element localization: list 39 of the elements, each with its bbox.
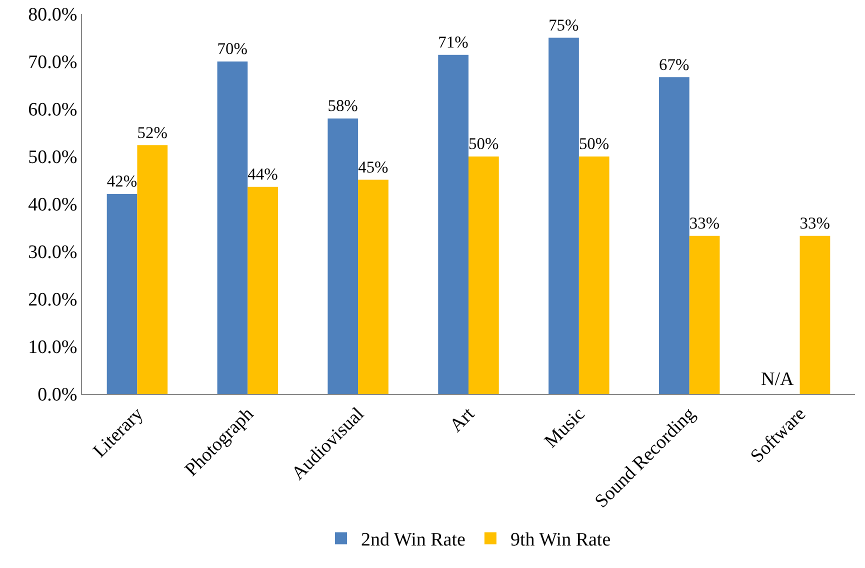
data-label: 45% <box>358 157 389 176</box>
data-label: 50% <box>468 134 499 154</box>
y-tick-label: 30.0% <box>28 242 78 264</box>
y-tick-label: 60.0% <box>28 100 78 121</box>
text: N/A <box>761 369 794 390</box>
data-label: 50% <box>578 134 610 154</box>
y-tick-label: 70.0% <box>28 52 78 74</box>
data-label: 44% <box>248 164 278 184</box>
bar <box>217 62 248 394</box>
data-label: 33% <box>800 213 830 232</box>
bar <box>658 77 690 394</box>
bar <box>438 54 468 394</box>
bar <box>800 236 830 394</box>
data-label: 70% <box>217 39 248 58</box>
y-tick-label: 50.0% <box>28 147 78 168</box>
bar <box>106 194 138 394</box>
data-label: 67% <box>659 54 690 74</box>
bar <box>468 156 499 394</box>
y-tick-label: 40.0% <box>28 194 78 216</box>
legend-label: 2nd Win Rate <box>361 530 466 551</box>
data-label: 42% <box>106 172 138 191</box>
bar <box>248 186 278 394</box>
bar <box>689 236 720 394</box>
y-tick-label: 0.0% <box>38 384 78 406</box>
data-label: 58% <box>328 96 358 116</box>
legend-label: 9th Win Rate <box>510 530 611 551</box>
data-label: 75% <box>548 15 580 34</box>
bar <box>137 145 168 394</box>
y-tick-label: 80.0% <box>28 4 78 26</box>
bar <box>358 180 388 394</box>
y-tick-label: 10.0% <box>28 337 78 358</box>
data-label: 52% <box>137 122 168 142</box>
bar <box>328 118 358 394</box>
data-label: 33% <box>689 213 720 232</box>
bar <box>578 156 610 394</box>
bar <box>548 38 579 394</box>
data-label: 71% <box>438 32 469 52</box>
y-tick-label: 20.0% <box>28 290 78 311</box>
x-tick-label: Art <box>446 403 480 436</box>
